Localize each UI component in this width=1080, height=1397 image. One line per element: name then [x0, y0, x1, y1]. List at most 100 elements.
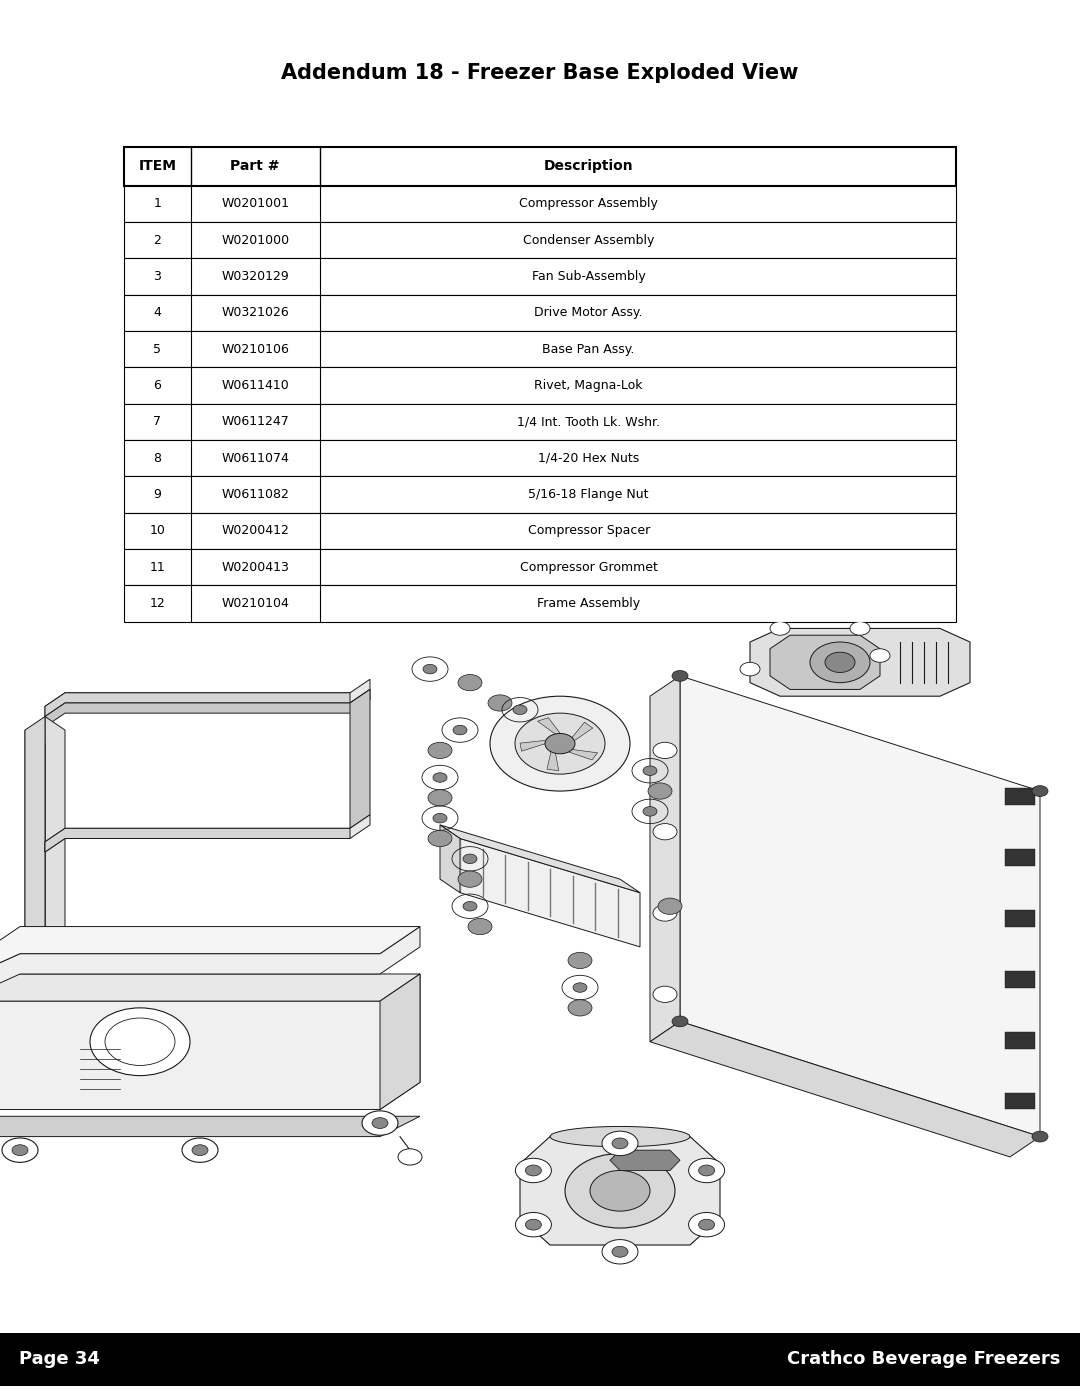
- Polygon shape: [45, 814, 370, 852]
- Circle shape: [653, 986, 677, 1003]
- Circle shape: [515, 1213, 552, 1236]
- Circle shape: [428, 789, 453, 806]
- Circle shape: [515, 1158, 552, 1183]
- Polygon shape: [440, 824, 640, 893]
- Polygon shape: [45, 828, 350, 852]
- Polygon shape: [770, 636, 880, 690]
- Polygon shape: [750, 629, 970, 696]
- Circle shape: [545, 733, 575, 754]
- Polygon shape: [45, 690, 370, 726]
- Polygon shape: [350, 690, 370, 828]
- Text: Compressor Assembly: Compressor Assembly: [519, 197, 658, 211]
- Circle shape: [1032, 1132, 1048, 1141]
- Polygon shape: [0, 974, 420, 1137]
- Circle shape: [90, 1007, 190, 1076]
- Circle shape: [870, 648, 890, 662]
- Bar: [1005, 1031, 1035, 1049]
- Circle shape: [2, 1139, 38, 1162]
- Circle shape: [525, 1165, 541, 1176]
- Circle shape: [590, 1171, 650, 1211]
- Text: Page 34: Page 34: [19, 1351, 100, 1368]
- Circle shape: [689, 1158, 725, 1183]
- Polygon shape: [460, 838, 640, 947]
- Circle shape: [653, 824, 677, 840]
- Text: Condenser Assembly: Condenser Assembly: [523, 233, 654, 247]
- Bar: [124, 585, 956, 622]
- Circle shape: [525, 1220, 541, 1231]
- Text: Description: Description: [544, 159, 634, 173]
- Text: 7: 7: [153, 415, 162, 429]
- Bar: [124, 440, 956, 476]
- Text: Part #: Part #: [230, 159, 280, 173]
- Polygon shape: [440, 824, 460, 893]
- Circle shape: [643, 806, 657, 816]
- Bar: [124, 258, 956, 295]
- Circle shape: [850, 622, 870, 636]
- Text: Compressor Grommet: Compressor Grommet: [519, 560, 658, 574]
- Text: W0611410: W0611410: [221, 379, 289, 393]
- Polygon shape: [25, 731, 45, 954]
- Circle shape: [612, 1246, 627, 1257]
- Polygon shape: [563, 749, 597, 760]
- Text: 5/16-18 Flange Nut: 5/16-18 Flange Nut: [528, 488, 649, 502]
- Circle shape: [643, 766, 657, 775]
- Text: W0611074: W0611074: [221, 451, 289, 465]
- Text: W0611082: W0611082: [221, 488, 289, 502]
- Polygon shape: [546, 747, 558, 771]
- Text: W0210104: W0210104: [221, 597, 289, 610]
- Circle shape: [568, 1000, 592, 1016]
- Text: 12: 12: [150, 597, 165, 610]
- Polygon shape: [0, 926, 420, 988]
- Bar: [124, 331, 956, 367]
- Circle shape: [433, 813, 447, 823]
- Text: Base Pan Assy.: Base Pan Assy.: [542, 342, 635, 356]
- Circle shape: [672, 1016, 688, 1027]
- Polygon shape: [45, 693, 350, 717]
- Polygon shape: [519, 739, 552, 752]
- Text: W0201000: W0201000: [221, 233, 289, 247]
- Circle shape: [699, 1165, 715, 1176]
- Polygon shape: [650, 1021, 1040, 1157]
- Bar: [124, 367, 956, 404]
- Circle shape: [423, 665, 437, 673]
- Circle shape: [453, 725, 467, 735]
- Text: W0200412: W0200412: [221, 524, 289, 538]
- Bar: [1005, 1092, 1035, 1109]
- Bar: [124, 476, 956, 513]
- Text: 8: 8: [153, 451, 162, 465]
- Circle shape: [399, 1148, 422, 1165]
- Circle shape: [825, 652, 855, 672]
- Text: 3: 3: [153, 270, 161, 284]
- Polygon shape: [680, 676, 1040, 1137]
- Circle shape: [183, 1139, 218, 1162]
- Text: W0210106: W0210106: [221, 342, 289, 356]
- Circle shape: [428, 830, 453, 847]
- Circle shape: [490, 696, 630, 791]
- Circle shape: [612, 1139, 627, 1148]
- Polygon shape: [650, 676, 680, 1042]
- Circle shape: [468, 918, 492, 935]
- Circle shape: [740, 662, 760, 676]
- Circle shape: [192, 1144, 208, 1155]
- Text: 5: 5: [153, 342, 162, 356]
- Bar: [124, 222, 956, 258]
- Text: W0611247: W0611247: [221, 415, 289, 429]
- Circle shape: [573, 983, 588, 992]
- Text: Frame Assembly: Frame Assembly: [537, 597, 640, 610]
- Polygon shape: [0, 1116, 420, 1154]
- Circle shape: [515, 712, 605, 774]
- Text: 2: 2: [153, 233, 161, 247]
- Bar: [124, 295, 956, 331]
- Polygon shape: [569, 722, 593, 743]
- Bar: [1005, 971, 1035, 988]
- Text: ITEM: ITEM: [138, 159, 176, 173]
- Circle shape: [810, 643, 870, 683]
- Text: 1/4 Int. Tooth Lk. Wshr.: 1/4 Int. Tooth Lk. Wshr.: [517, 415, 660, 429]
- Polygon shape: [538, 718, 563, 738]
- Polygon shape: [610, 1150, 680, 1171]
- Circle shape: [699, 1220, 715, 1231]
- Polygon shape: [519, 1137, 720, 1245]
- Circle shape: [428, 742, 453, 759]
- Circle shape: [672, 671, 688, 682]
- Circle shape: [12, 1144, 28, 1155]
